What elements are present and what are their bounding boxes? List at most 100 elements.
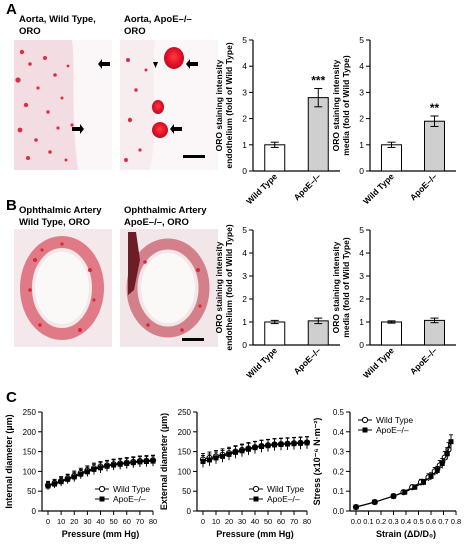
y-tick-label: 1: [242, 317, 247, 327]
data-point: [439, 460, 445, 466]
legend-label: ApoE–/–: [376, 425, 409, 435]
bar-chart-b-media: 0 1 2 3 4 5 ORO staining intensity media (fold …: [331, 225, 456, 380]
micrograph-title-b2-line1: Ophthalmic Artery: [124, 205, 207, 216]
data-point: [200, 459, 206, 464]
line-chart-c-internal: 0 50 100 150 200 250 0 10 20 30 40 50 60 70 80 Pressure…: [4, 408, 157, 539]
y-tick-label: 5: [242, 225, 247, 235]
data-point: [252, 445, 258, 451]
y-tick-label: 1: [359, 140, 364, 150]
y-tick-label: 3: [359, 271, 364, 281]
data-point: [265, 443, 271, 449]
x-tick-label: 20: [70, 517, 78, 526]
bar-1: [307, 97, 329, 172]
micrograph-aorta-wild-type: [14, 40, 112, 170]
y-tick-label: 5: [359, 225, 364, 235]
legend-label: Wild Type: [376, 415, 413, 425]
y-tick-label: 0.1: [333, 487, 345, 496]
micrograph-title-b1-line1: Ophthalmic Artery: [19, 205, 102, 216]
micrograph-title-a1-line2: ORO: [19, 26, 41, 37]
x-tick-label: 70: [290, 517, 298, 526]
y-axis-label: ORO staining intensity: [331, 241, 341, 333]
bar-1: [307, 320, 329, 346]
y-tick-label: 3: [359, 87, 364, 97]
category-label: Wild Type: [244, 345, 279, 380]
data-point: [391, 493, 396, 499]
significance-label: ***: [311, 73, 325, 87]
x-tick-label: 0.2: [376, 517, 386, 526]
x-tick-label: 40: [251, 517, 259, 526]
data-point: [353, 504, 359, 510]
y-tick-label: 150: [23, 448, 37, 457]
x-tick-label: 80: [303, 517, 311, 526]
data-point: [91, 466, 97, 472]
legend-label: ApoE–/–: [267, 494, 300, 504]
x-tick-label: 0.5: [413, 517, 423, 526]
micrograph-title-a1-line1: Aorta, Wild Type,: [19, 14, 96, 25]
data-point: [412, 484, 418, 490]
data-point: [213, 455, 219, 461]
x-tick-label: 0.4: [401, 517, 411, 526]
micrograph-title-b1-line2: Wild Type, ORO: [19, 217, 90, 228]
y-tick-label: 1: [359, 317, 364, 327]
y-tick-label: 200: [23, 428, 37, 437]
data-point: [45, 483, 51, 489]
y-tick-label: 1: [242, 140, 247, 150]
data-point: [402, 489, 408, 495]
data-point: [58, 479, 64, 485]
y-axis-label-2: media (fold of Wild Type): [341, 55, 351, 156]
category-label: Wild Type: [244, 171, 279, 206]
bar-1: [424, 319, 445, 346]
y-tick-label: 0: [242, 340, 247, 350]
y-tick-label: 0: [32, 507, 37, 516]
y-tick-label: 2: [242, 294, 247, 304]
data-point: [372, 499, 378, 505]
category-label: Wild Type: [361, 345, 396, 380]
data-point: [124, 460, 130, 466]
y-axis-label-2: endothelium (fold of Wild Type): [224, 42, 234, 168]
y-axis-label: Stress (x10⁻⁶ N·m⁻²): [312, 418, 322, 506]
data-point: [207, 457, 212, 463]
data-point: [246, 446, 251, 452]
micrograph-ophthalmic-apoe: [120, 229, 218, 347]
y-tick-label: 4: [359, 248, 364, 258]
y-tick-label: 4: [242, 61, 247, 71]
y-axis-label: External diameter (µm): [159, 413, 169, 510]
data-point: [434, 467, 440, 473]
legend-marker: [362, 427, 368, 433]
y-tick-label: 4: [242, 248, 247, 258]
bar-1: [424, 120, 445, 172]
y-axis-label: ORO staining intensity: [214, 59, 224, 151]
data-point: [259, 443, 264, 449]
micrograph-aorta-apoe: [120, 40, 218, 170]
series-1: [45, 455, 156, 491]
y-tick-label: 0.4: [333, 428, 345, 437]
legend-marker: [99, 496, 105, 502]
y-tick-label: 150: [178, 448, 192, 457]
x-tick-label: 60: [277, 517, 285, 526]
line-chart-c-stress: 0.00.10.20.30.40.50.0 0.1 0.2 0.3 0.4 0.5 0.6 0…: [312, 408, 461, 539]
legend-marker: [361, 416, 369, 424]
y-tick-label: 3: [242, 87, 247, 97]
x-tick-label: 0.3: [388, 517, 398, 526]
bar-0: [381, 321, 402, 346]
x-tick-label: 30: [83, 517, 91, 526]
legend-marker: [252, 485, 260, 493]
significance-label: **: [430, 101, 440, 115]
data-point: [285, 441, 290, 447]
data-point: [291, 441, 297, 447]
x-tick-label: 0.8: [451, 517, 461, 526]
x-tick-label: 0.6: [426, 517, 436, 526]
x-tick-label: 80: [149, 517, 157, 526]
micrograph-title-b2-line2: ApoE–/–, ORO: [124, 217, 189, 228]
x-tick-label: 40: [96, 517, 104, 526]
y-tick-label: 4: [359, 61, 364, 71]
category-label: ApoE–/–: [292, 171, 323, 202]
micrograph-title-a2-line1: Aorta, ApoE–/–: [124, 14, 192, 25]
x-tick-label: 50: [264, 517, 272, 526]
data-point: [78, 471, 84, 477]
panel-label-c: C: [6, 389, 17, 406]
